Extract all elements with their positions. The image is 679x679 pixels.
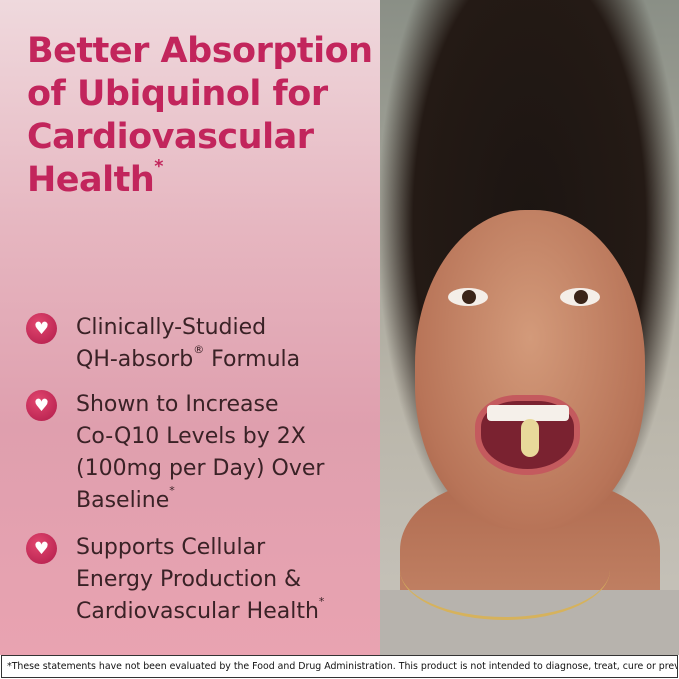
benefit-text: Baseline (76, 488, 170, 513)
heart-icon: ♥ (26, 533, 57, 564)
fda-disclaimer: *These statements have not been evaluate… (1, 655, 678, 678)
heart-icon: ♥ (26, 313, 57, 344)
heart-icon: ♥ (26, 390, 57, 421)
text-panel (0, 0, 380, 655)
woman-with-capsule-photo (380, 0, 679, 655)
registered-mark: ® (193, 343, 205, 356)
benefit-item: ♥ Shown to Increase Co-Q10 Levels by 2X (1… (26, 389, 324, 517)
benefit-text: Supports Cellular (76, 535, 266, 560)
eye (560, 288, 600, 306)
asterisk: * (318, 595, 325, 608)
teeth (487, 405, 569, 421)
benefit-text: QH-absorb (76, 347, 194, 372)
benefit-text: Clinically-Studied (76, 315, 267, 340)
benefit-item: ♥ Clinically-Studied QH-absorb® Formula (26, 312, 300, 376)
benefit-text: Energy Production & (76, 567, 302, 592)
headline: Better Absorption of Ubiquinol for Cardi… (27, 31, 373, 200)
benefit-item: ♥ Supports Cellular Energy Production & Ca… (26, 532, 324, 628)
asterisk: * (169, 484, 175, 497)
mouth (475, 395, 580, 475)
benefit-text: Cardiovascular Health (76, 599, 319, 624)
necklace (400, 520, 610, 620)
benefit-text: (100mg per Day) Over (76, 456, 325, 481)
benefit-text: Co-Q10 Levels by 2X (76, 424, 306, 449)
benefit-text: Shown to Increase (76, 392, 279, 417)
eye (448, 288, 488, 306)
capsule (521, 419, 539, 457)
benefit-text: Formula (204, 347, 301, 372)
face (415, 210, 645, 530)
